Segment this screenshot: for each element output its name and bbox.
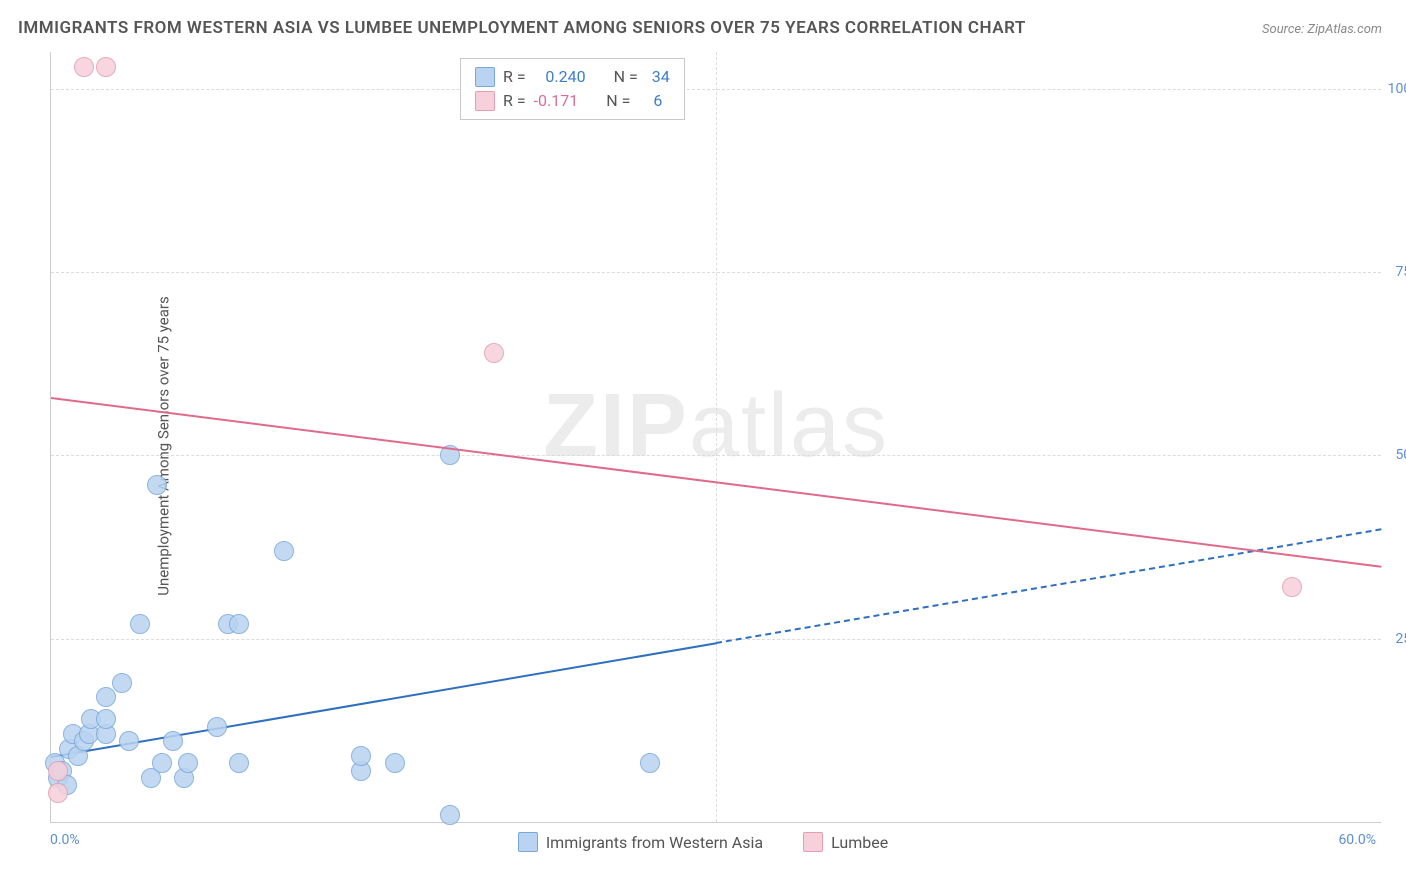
n-value: 34: [646, 65, 670, 89]
data-point-immigrants: [385, 753, 405, 773]
correlation-legend: R =0.240N =34R =-0.171N =6: [460, 58, 685, 120]
gridline-vertical: [716, 52, 717, 822]
chart-title: IMMIGRANTS FROM WESTERN ASIA VS LUMBEE U…: [18, 18, 1026, 38]
n-label: N =: [606, 89, 630, 113]
data-point-immigrants: [229, 753, 249, 773]
r-label: R =: [503, 89, 526, 113]
data-point-immigrants: [163, 731, 183, 751]
r-label: R =: [503, 65, 526, 89]
y-tick-label: 25.0%: [1385, 631, 1406, 647]
data-point-immigrants: [112, 673, 132, 693]
data-point-immigrants: [147, 475, 167, 495]
r-value: -0.171: [534, 89, 579, 113]
y-tick-label: 50.0%: [1385, 447, 1406, 463]
legend-swatch: [803, 832, 823, 852]
data-point-immigrants: [119, 731, 139, 751]
data-point-immigrants: [351, 746, 371, 766]
data-point-lumbee: [484, 343, 504, 363]
legend-stat-row: R = -0.171 N = 6: [475, 89, 670, 113]
data-point-immigrants: [207, 717, 227, 737]
data-point-immigrants: [130, 614, 150, 634]
data-point-lumbee: [1282, 577, 1302, 597]
data-point-lumbee: [74, 57, 94, 77]
legend-swatch: [475, 91, 495, 111]
data-point-immigrants: [96, 709, 116, 729]
data-point-immigrants: [274, 541, 294, 561]
y-tick-label: 100.0%: [1385, 81, 1406, 97]
series-legend: Immigrants from Western Asia Lumbee: [0, 832, 1406, 852]
legend-label: Lumbee: [831, 833, 888, 852]
scatter-plot-area: ZIPatlas 25.0%50.0%75.0%100.0%: [50, 52, 1381, 823]
data-point-immigrants: [229, 614, 249, 634]
legend-swatch: [475, 67, 495, 87]
legend-stat-row: R = 0.240 N = 34: [475, 65, 670, 89]
legend-item-immigrants: Immigrants from Western Asia: [518, 832, 763, 852]
n-value: 6: [638, 89, 662, 113]
data-point-lumbee: [48, 783, 68, 803]
data-point-immigrants: [440, 805, 460, 825]
y-tick-label: 75.0%: [1385, 264, 1406, 280]
data-point-lumbee: [48, 761, 68, 781]
legend-swatch: [518, 832, 538, 852]
data-point-lumbee: [96, 57, 116, 77]
data-point-immigrants: [178, 753, 198, 773]
legend-item-lumbee: Lumbee: [803, 832, 888, 852]
data-point-immigrants: [96, 687, 116, 707]
source-attribution: Source: ZipAtlas.com: [1262, 22, 1382, 37]
n-label: N =: [614, 65, 638, 89]
data-point-immigrants: [640, 753, 660, 773]
legend-label: Immigrants from Western Asia: [546, 833, 763, 852]
r-value: 0.240: [534, 65, 586, 89]
trend-line-immigrants: [51, 642, 716, 758]
data-point-immigrants: [152, 753, 172, 773]
